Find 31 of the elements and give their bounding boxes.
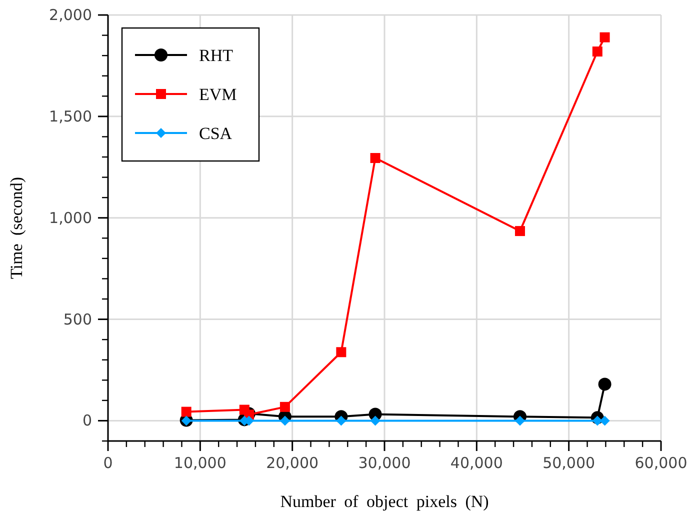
y-axis-title: Time (second) xyxy=(7,176,26,280)
y-tick-label: 0 xyxy=(82,412,92,430)
x-tick-label: 0 xyxy=(103,454,113,472)
x-tick-label: 10,000 xyxy=(174,454,226,472)
y-tick-label: 500 xyxy=(63,310,92,328)
legend-label: EVM xyxy=(199,85,237,104)
point xyxy=(370,153,380,164)
point xyxy=(600,32,610,42)
x-tick-label: 60,000 xyxy=(634,454,688,472)
point xyxy=(514,416,525,426)
point xyxy=(280,416,290,426)
y-tick-label: 1,000 xyxy=(49,208,92,227)
point xyxy=(600,416,610,426)
point xyxy=(514,226,525,236)
y-tick-label: 1,500 xyxy=(49,107,92,126)
x-tick-label: 20,000 xyxy=(266,454,319,472)
point xyxy=(598,378,612,391)
x-tick-label: 30,000 xyxy=(358,454,411,472)
point xyxy=(280,402,290,412)
point xyxy=(181,406,192,417)
point xyxy=(336,416,346,426)
x-tick-label: 50,000 xyxy=(542,454,596,472)
legend-label: CSA xyxy=(199,124,233,143)
point xyxy=(370,416,380,426)
point xyxy=(592,46,602,57)
legend-label: RHT xyxy=(199,46,234,65)
y-tick-label: 2,000 xyxy=(49,6,92,24)
point xyxy=(336,347,346,358)
point xyxy=(592,416,602,426)
x-tick-label: 40,000 xyxy=(450,454,503,472)
x-axis-title: Number of object pixels (N) xyxy=(280,492,489,511)
